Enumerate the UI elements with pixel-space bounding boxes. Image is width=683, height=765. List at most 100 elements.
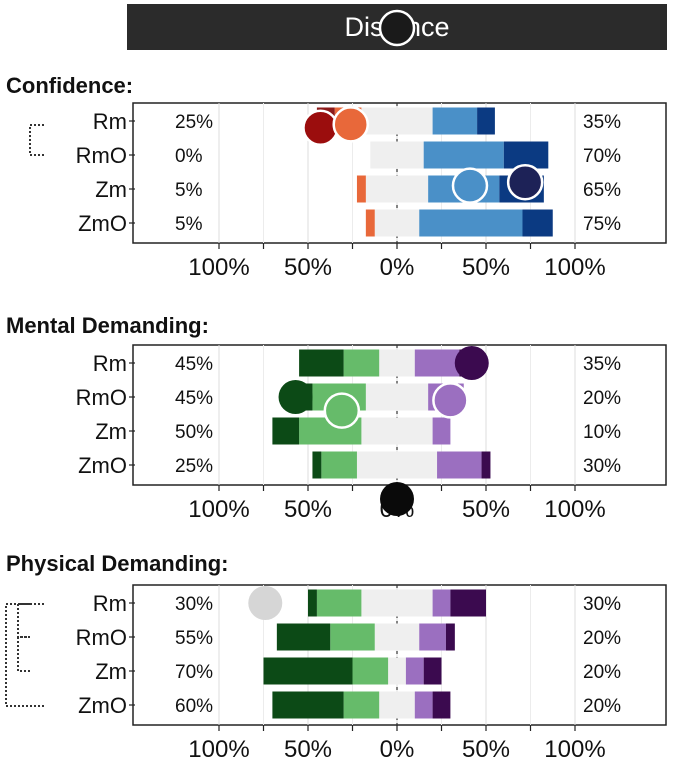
marker-dot: [378, 9, 416, 47]
marker-dot: [432, 382, 469, 419]
marker-dot: [248, 586, 283, 620]
bar-positive: [432, 417, 451, 445]
bar-neutral: [374, 623, 420, 651]
bar-neutral: [365, 175, 429, 203]
bar-positive: [419, 623, 446, 651]
category-label: ZmO: [78, 211, 127, 236]
right-percent-label: 35%: [583, 112, 621, 133]
bar-positive: [432, 691, 451, 719]
bar-negative: [263, 657, 353, 685]
bar-positive: [477, 107, 495, 135]
category-label: ZmO: [78, 453, 127, 478]
left-percent-label: 45%: [175, 388, 213, 409]
left-percent-label: 60%: [175, 696, 213, 717]
right-percent-label: 30%: [583, 594, 621, 615]
category-label: RmO: [76, 143, 127, 168]
bar-neutral: [379, 691, 415, 719]
panel-title: Confidence:: [6, 73, 133, 98]
marker-dot: [278, 380, 313, 414]
x-tick-label: 50%: [462, 736, 510, 763]
left-percent-label: 30%: [175, 594, 213, 615]
bar-neutral: [388, 657, 406, 685]
right-percent-label: 20%: [583, 662, 621, 683]
left-percent-label: 5%: [175, 180, 203, 201]
x-tick-label: 50%: [462, 496, 510, 523]
category-label: RmO: [76, 385, 127, 410]
significance-bracket: [29, 124, 44, 156]
bar-positive: [432, 107, 478, 135]
bar-negative: [299, 349, 344, 377]
bar-negative: [343, 691, 380, 719]
x-tick-label: 100%: [188, 496, 249, 523]
bar-negative: [352, 657, 389, 685]
marker-dot: [302, 109, 339, 147]
left-percent-label: 55%: [175, 628, 213, 649]
x-tick-label: 50%: [284, 496, 332, 523]
x-tick-label: 100%: [544, 254, 605, 281]
right-percent-label: 65%: [583, 180, 621, 201]
bar-neutral: [365, 383, 429, 411]
bar-neutral: [370, 141, 424, 169]
bar-neutral: [361, 417, 433, 445]
category-label: RmO: [76, 625, 127, 650]
significance-bracket: [5, 603, 44, 707]
bar-neutral: [379, 349, 415, 377]
left-percent-label: 70%: [175, 662, 213, 683]
right-percent-label: 20%: [583, 696, 621, 717]
bar-positive: [423, 657, 442, 685]
right-percent-label: 70%: [583, 146, 621, 167]
x-tick-label: 100%: [188, 254, 249, 281]
right-percent-label: 20%: [583, 388, 621, 409]
category-label: Rm: [93, 109, 127, 134]
category-label: Zm: [95, 419, 127, 444]
right-percent-label: 30%: [583, 456, 621, 477]
bar-negative: [365, 209, 375, 237]
bar-positive: [414, 349, 460, 377]
category-label: ZmO: [78, 693, 127, 718]
x-tick-label: 50%: [284, 736, 332, 763]
marker-dot: [332, 106, 369, 143]
x-tick-label: 100%: [544, 496, 605, 523]
bar-negative: [272, 417, 300, 445]
category-label: Rm: [93, 351, 127, 376]
bar-negative: [316, 589, 362, 617]
bar-positive: [437, 451, 482, 479]
marker-dot: [380, 482, 414, 516]
bar-positive: [405, 657, 424, 685]
category-label: Zm: [95, 659, 127, 684]
significance-bracket: [17, 603, 30, 638]
bar-negative: [312, 451, 322, 479]
category-label: Rm: [93, 591, 127, 616]
x-tick-label: 100%: [544, 736, 605, 763]
left-percent-label: 45%: [175, 354, 213, 375]
significance-bracket: [17, 636, 30, 672]
bar-neutral: [374, 209, 420, 237]
marker-dot: [506, 163, 544, 201]
bar-positive: [450, 589, 486, 617]
bar-negative: [308, 589, 317, 617]
x-tick-label: 100%: [188, 736, 249, 763]
bar-positive: [481, 451, 491, 479]
bar-negative: [330, 623, 375, 651]
bar-negative: [272, 691, 344, 719]
marker-dot: [323, 392, 361, 429]
panel-title: Physical Demanding:: [6, 551, 229, 576]
bar-neutral: [361, 107, 433, 135]
left-percent-label: 25%: [175, 112, 213, 133]
bar-positive: [414, 691, 433, 719]
right-percent-label: 20%: [583, 628, 621, 649]
category-label: Zm: [95, 177, 127, 202]
right-percent-label: 75%: [583, 214, 621, 235]
x-tick-label: 0%: [380, 254, 415, 281]
marker-dot: [451, 167, 489, 204]
bar-negative: [356, 175, 366, 203]
bar-positive: [432, 589, 451, 617]
left-percent-label: 5%: [175, 214, 203, 235]
panel-title: Mental Demanding:: [6, 313, 209, 338]
marker-dot: [454, 346, 489, 380]
right-percent-label: 10%: [583, 422, 621, 443]
bar-positive: [445, 623, 455, 651]
bar-neutral: [361, 589, 433, 617]
x-tick-label: 0%: [380, 736, 415, 763]
